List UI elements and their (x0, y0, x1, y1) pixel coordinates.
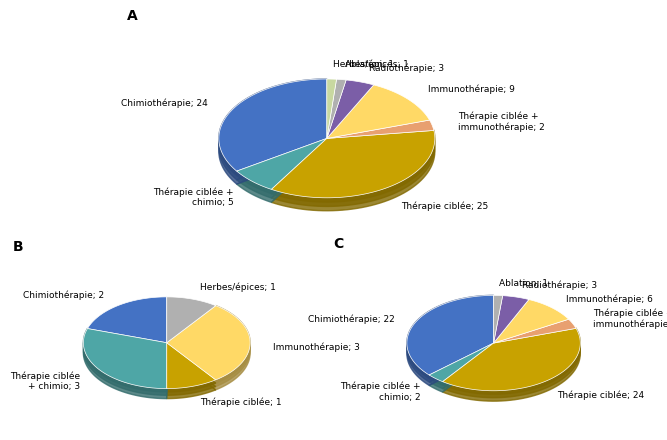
Text: Herbes/épices; 1: Herbes/épices; 1 (333, 59, 409, 69)
Text: Ablation; 1: Ablation; 1 (500, 279, 548, 288)
Polygon shape (271, 135, 435, 202)
Polygon shape (429, 347, 494, 385)
Polygon shape (87, 297, 167, 343)
Polygon shape (83, 329, 167, 389)
Polygon shape (443, 339, 580, 401)
Polygon shape (327, 79, 346, 139)
Text: A: A (127, 9, 138, 22)
Text: Thérapie ciblée +
immunothérapie; 2: Thérapie ciblée + immunothérapie; 2 (458, 112, 545, 132)
Polygon shape (443, 335, 580, 398)
Polygon shape (494, 295, 503, 343)
Text: Thérapie ciblée
+ chimio; 3: Thérapie ciblée + chimio; 3 (10, 371, 81, 391)
Polygon shape (327, 120, 434, 139)
Text: Thérapie ciblée; 24: Thérapie ciblée; 24 (558, 391, 644, 400)
Polygon shape (407, 295, 494, 375)
Polygon shape (271, 130, 435, 198)
Text: Thérapie ciblée +
immunothérapie; 2: Thérapie ciblée + immunothérapie; 2 (592, 308, 667, 329)
Polygon shape (83, 332, 167, 392)
Text: C: C (333, 237, 344, 251)
Polygon shape (494, 296, 529, 343)
Text: Thérapie ciblée; 1: Thérapie ciblée; 1 (199, 398, 281, 407)
Polygon shape (494, 300, 569, 343)
Polygon shape (271, 130, 435, 198)
Text: Radiothérapie; 3: Radiothérapie; 3 (369, 63, 444, 73)
Text: Thérapie ciblée +
chimio; 2: Thérapie ciblée + chimio; 2 (341, 382, 421, 402)
Polygon shape (443, 328, 580, 391)
Text: Immunothérapie; 3: Immunothérapie; 3 (273, 342, 360, 352)
Polygon shape (167, 353, 215, 399)
Polygon shape (167, 343, 215, 389)
Polygon shape (219, 79, 327, 171)
Text: Thérapie ciblée; 25: Thérapie ciblée; 25 (402, 201, 488, 210)
Polygon shape (327, 80, 374, 139)
Text: Chimiothérapie; 22: Chimiothérapie; 22 (307, 314, 395, 323)
Polygon shape (167, 312, 250, 386)
Polygon shape (407, 295, 494, 375)
Text: Chimiothérapie; 2: Chimiothérapie; 2 (23, 290, 104, 300)
Polygon shape (167, 297, 215, 343)
Polygon shape (167, 346, 215, 392)
Polygon shape (271, 143, 435, 211)
Polygon shape (167, 306, 250, 380)
Text: Herbes/épices; 1: Herbes/épices; 1 (199, 282, 275, 292)
Polygon shape (429, 343, 494, 381)
Text: Immunothérapie; 9: Immunothérapie; 9 (428, 85, 516, 94)
Polygon shape (83, 329, 167, 389)
Polygon shape (167, 306, 250, 380)
Polygon shape (271, 139, 435, 206)
Polygon shape (167, 343, 215, 389)
Polygon shape (443, 328, 580, 391)
Text: Immunothérapie; 6: Immunothérapie; 6 (566, 294, 653, 304)
Polygon shape (407, 299, 494, 378)
Polygon shape (219, 92, 327, 184)
Polygon shape (167, 309, 250, 383)
Polygon shape (237, 139, 327, 189)
Polygon shape (167, 349, 215, 395)
Polygon shape (443, 332, 580, 394)
Text: Thérapie ciblée +
chimio; 5: Thérapie ciblée + chimio; 5 (153, 187, 233, 207)
Polygon shape (237, 147, 327, 198)
Polygon shape (407, 306, 494, 385)
Polygon shape (429, 343, 494, 381)
Polygon shape (219, 83, 327, 176)
Polygon shape (83, 338, 167, 399)
Polygon shape (237, 151, 327, 202)
Polygon shape (237, 139, 327, 189)
Polygon shape (494, 319, 576, 343)
Text: Radiothérapie; 3: Radiothérapie; 3 (522, 281, 597, 290)
Polygon shape (219, 88, 327, 180)
Polygon shape (407, 302, 494, 382)
Polygon shape (237, 143, 327, 194)
Polygon shape (327, 85, 430, 139)
Text: B: B (13, 240, 23, 254)
Text: Ablation; 1: Ablation; 1 (345, 60, 394, 70)
Polygon shape (83, 335, 167, 395)
Polygon shape (219, 79, 327, 171)
Polygon shape (327, 79, 337, 139)
Polygon shape (429, 353, 494, 392)
Polygon shape (167, 315, 250, 390)
Text: Chimiothérapie; 24: Chimiothérapie; 24 (121, 99, 208, 108)
Polygon shape (429, 350, 494, 389)
